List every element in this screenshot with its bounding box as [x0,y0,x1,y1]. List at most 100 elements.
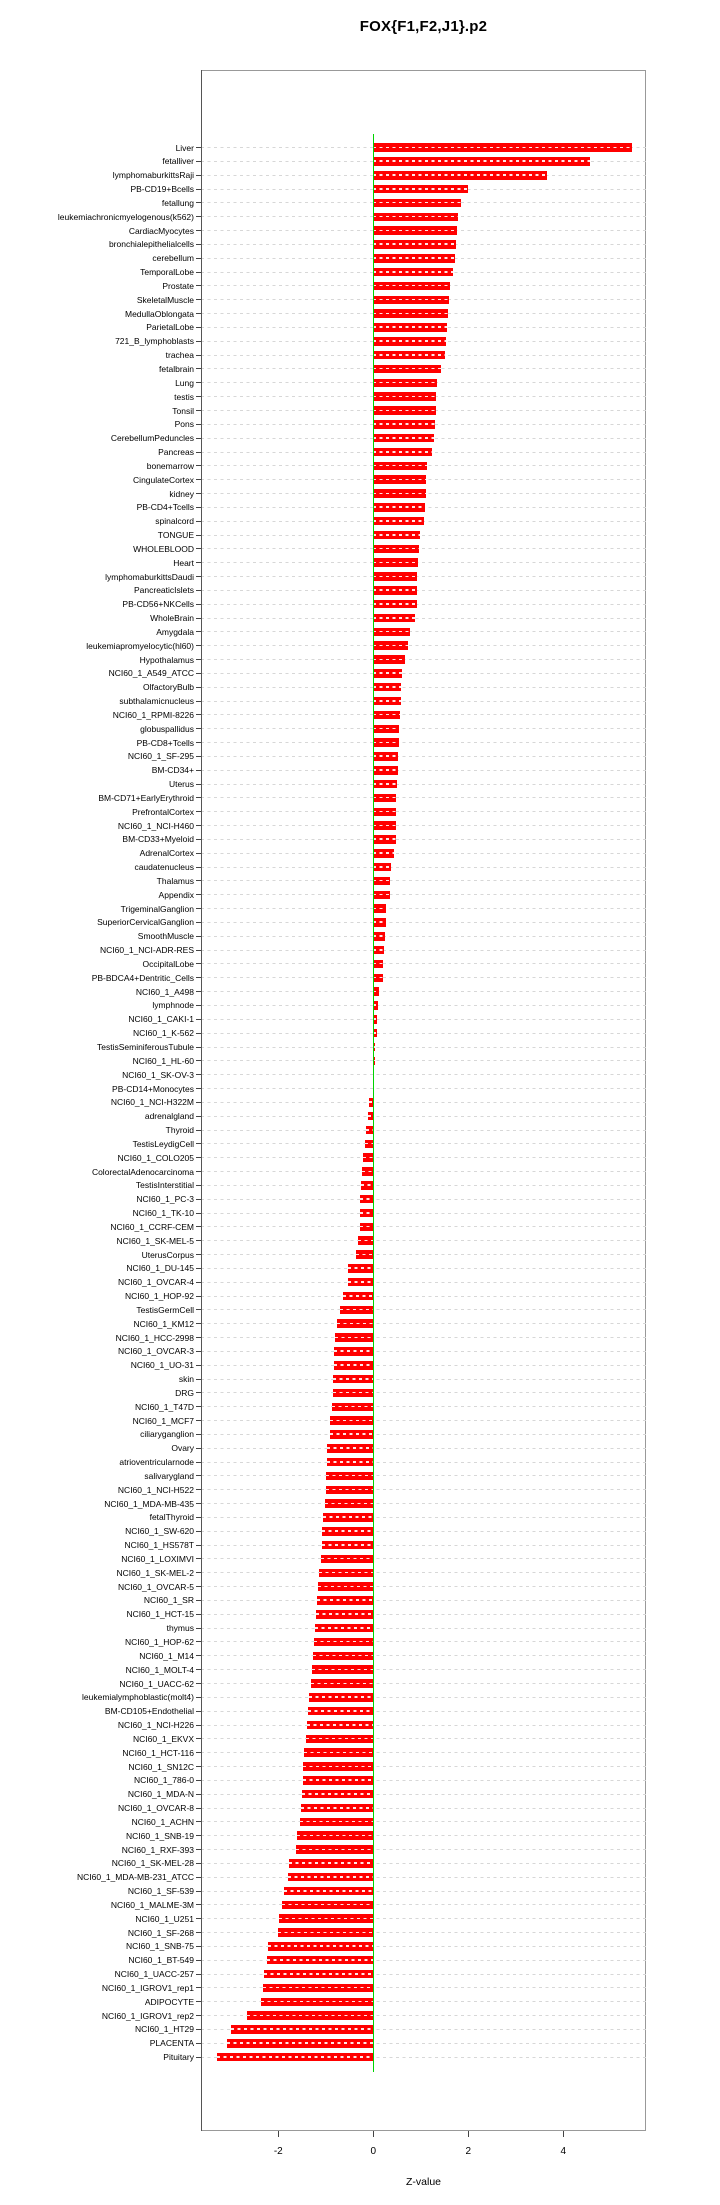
bar-dash-pattern [333,1364,374,1366]
bar [373,309,448,318]
grid-line [201,1530,646,1532]
bar-dash-pattern [277,1931,374,1934]
x-axis-tick [467,2131,469,2137]
bar [359,1222,374,1232]
category-tick [196,1032,202,1034]
bar [373,447,432,457]
bar [310,1679,374,1688]
bar-dash-pattern [226,2042,374,2044]
bar [302,1776,374,1785]
bar [322,1540,374,1550]
bar [373,876,391,886]
bar [360,1208,374,1218]
category-tick [196,257,202,259]
bar-dash-pattern [305,1737,374,1740]
bar-dash-pattern [373,437,435,439]
grid-line [201,1835,646,1837]
bar-dash-pattern [373,188,469,190]
category-tick [196,1516,202,1518]
bar-dash-pattern [347,1281,374,1283]
grid-line [201,769,646,771]
grid-line [201,1669,646,1671]
category-label: NCI60_1_MDA-N [127,1789,194,1800]
bar-dash-pattern [373,921,386,923]
category-tick [196,1959,202,1961]
category-tick [196,1572,202,1574]
category-label: NCI60_1_NCI-ADR-RES [100,945,194,956]
category-label: NCI60_1_SF-295 [127,751,194,762]
category-label: SuperiorCervicalGanglion [97,917,194,928]
category-tick [196,1115,202,1117]
category-label: BM-CD34+ [151,765,194,776]
grid-line [201,991,646,993]
bar-dash-pattern [373,215,459,218]
category-tick [196,465,202,467]
category-tick [196,1766,202,1768]
bar [373,226,457,235]
category-label: PB-CD14+Monocytes [112,1083,194,1094]
grid-line [201,1212,646,1214]
category-label: Tonsil [172,405,194,416]
category-label: NCI60_1_SK-MEL-2 [116,1567,194,1578]
bar [247,2011,374,2020]
bar [279,1914,374,1923]
bar [373,1056,375,1066]
grid-line [201,1987,646,1989]
category-label: fetalbrain [159,363,194,374]
bar [373,641,409,650]
category-label: NCI60_1_TK-10 [132,1208,194,1219]
category-label: CerebellumPeduncles [110,433,194,444]
grid-line [201,797,646,799]
category-label: leukemialymphoblastic(molt4) [82,1692,194,1703]
bar-dash-pattern [263,1986,374,1989]
x-axis-tick [277,2131,279,2137]
bar-dash-pattern [361,1170,374,1173]
category-tick [196,1060,202,1062]
category-tick [196,1503,202,1505]
bar [356,1250,374,1259]
bar [364,1139,374,1149]
category-tick [196,493,202,495]
category-label: NCI60_1_SR [143,1595,194,1606]
category-tick [196,396,202,398]
category-tick [196,1876,202,1878]
grid-line [201,1489,646,1491]
bar [373,627,410,637]
bar-dash-pattern [373,879,391,882]
bar [323,1513,374,1522]
grid-line [201,1447,646,1449]
x-axis-tick-label: -2 [273,2146,283,2157]
category-tick [196,410,202,411]
bar-dash-pattern [268,1945,374,1947]
bar-dash-pattern [373,492,427,495]
bar-dash-pattern [373,409,436,411]
category-tick [196,1157,202,1159]
category-tick [196,1184,202,1186]
category-label: NCI60_1_T47D [134,1401,194,1412]
category-tick [196,1018,202,1020]
grid-line [201,645,646,647]
bar [332,1402,374,1412]
category-label: NCI60_1_HCT-15 [126,1609,194,1620]
grid-line [201,1655,646,1657]
bar-dash-pattern [326,1474,374,1477]
category-tick [196,534,202,536]
category-tick [196,1295,202,1297]
category-tick [196,797,202,799]
grid-line [201,1060,646,1062]
bar [373,959,384,969]
grid-line [201,1392,646,1394]
bar [373,212,459,222]
bar [304,1748,374,1757]
bar-dash-pattern [302,1779,374,1781]
bar [373,655,405,664]
bar [337,1319,374,1328]
category-tick [196,866,202,868]
bar [299,1817,374,1827]
bar [373,475,427,484]
bar-dash-pattern [359,1225,374,1228]
grid-line [201,963,646,965]
grid-line [201,2028,646,2030]
bar-dash-pattern [373,976,383,979]
grid-line [201,1558,646,1560]
